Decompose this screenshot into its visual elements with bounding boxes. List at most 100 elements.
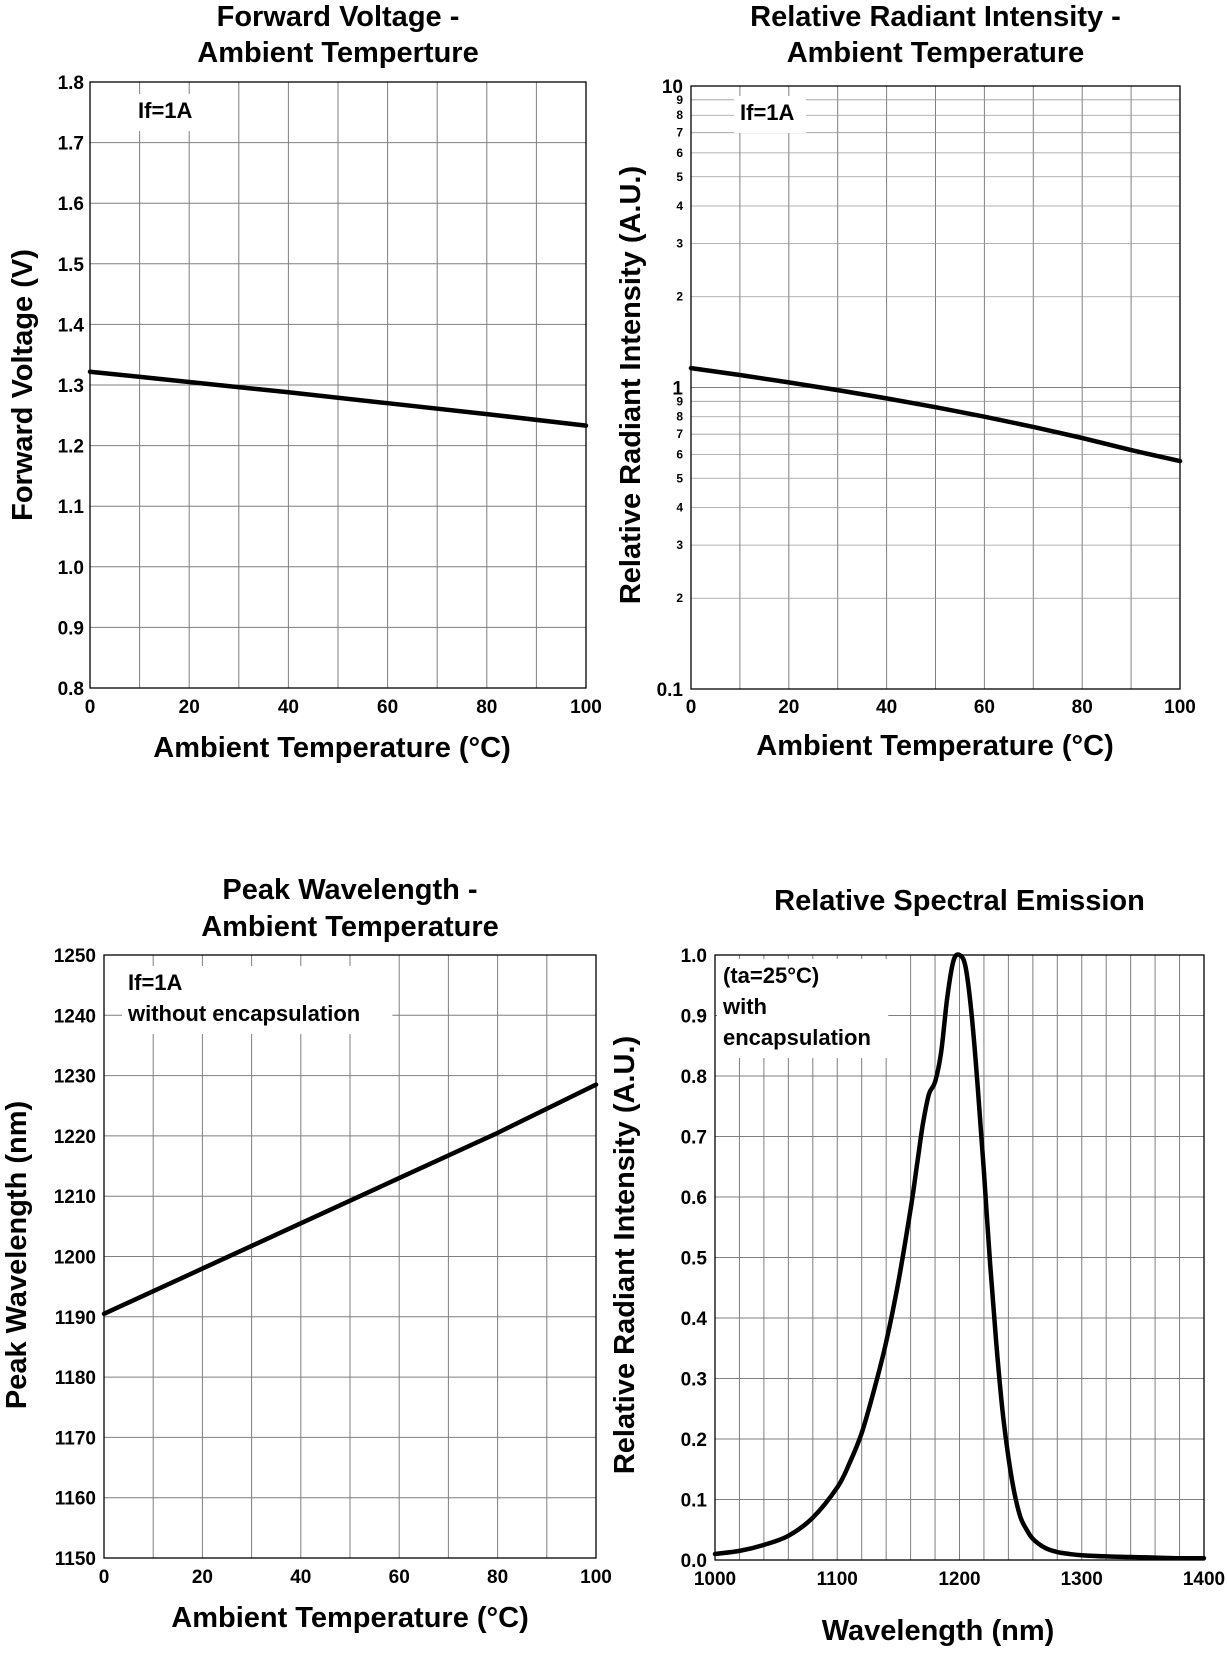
annotation-background bbox=[717, 959, 889, 1058]
y-tick-label: 0.7 bbox=[681, 1128, 707, 1149]
chart-relative-spectral-emission: Relative Spectral Emission 1000 1100 1200 13… bbox=[609, 885, 1225, 1647]
x-tick-label: 100 bbox=[580, 1567, 612, 1588]
x-axis-title: Ambient Temperature (°C) bbox=[756, 730, 1114, 762]
chart-title-line: Ambient Temperture bbox=[197, 37, 478, 69]
y-tick-label: 1.8 bbox=[58, 73, 84, 94]
y-tick-label: 1.7 bbox=[58, 134, 84, 155]
y-tick-label: 1170 bbox=[55, 1428, 96, 1449]
chart-relative-radiant-intensity: Relative Radiant Intensity - Ambient Temp… bbox=[615, 1, 1196, 762]
y-axis-title: Relative Radiant Intensity (A.U.) bbox=[609, 1036, 641, 1474]
y-minor-tick-label: 3 bbox=[676, 237, 683, 251]
y-tick-label: 1.6 bbox=[58, 194, 84, 215]
y-minor-tick-label: 2 bbox=[676, 591, 683, 605]
y-tick-label: 1 bbox=[672, 379, 683, 400]
y-tick-label: 0.8 bbox=[58, 679, 84, 700]
y-minor-tick-label: 9 bbox=[676, 93, 683, 107]
y-tick-label: 0.4 bbox=[681, 1309, 708, 1330]
x-tick-label: 40 bbox=[278, 697, 299, 718]
annotation-text: without encapsulation bbox=[127, 1001, 360, 1026]
x-tick-label: 100 bbox=[570, 697, 602, 718]
chart-title-line: Peak Wavelength - bbox=[222, 874, 477, 906]
plot-frame bbox=[690, 85, 1181, 690]
y-minor-tick-label: 7 bbox=[676, 427, 683, 441]
x-tick-label: 60 bbox=[974, 697, 995, 718]
y-minor-tick-label: 2 bbox=[676, 290, 683, 304]
y-tick-label: 0.1 bbox=[657, 680, 684, 701]
x-tick-label: 20 bbox=[778, 697, 799, 718]
y-tick-label: 0.6 bbox=[681, 1188, 707, 1209]
chart-title-line: Relative Spectral Emission bbox=[774, 885, 1145, 917]
annotation-background bbox=[122, 966, 393, 1034]
x-tick-label: 80 bbox=[476, 697, 497, 718]
annotation-background bbox=[734, 96, 806, 133]
y-tick-label: 1240 bbox=[54, 1006, 96, 1027]
y-tick-label: 1200 bbox=[54, 1248, 96, 1269]
series-line-0 bbox=[688, 365, 1183, 464]
y-minor-tick-label: 5 bbox=[676, 471, 683, 485]
chart-title-line: Relative Radiant Intensity - bbox=[750, 1, 1121, 33]
chart-title-line: Forward Voltage - bbox=[217, 1, 460, 33]
y-minor-tick-label: 7 bbox=[676, 126, 683, 140]
y-tick-label: 0.9 bbox=[681, 1007, 707, 1028]
y-tick-label: 1190 bbox=[55, 1308, 96, 1329]
y-axis-title: Relative Radiant Intensity (A.U.) bbox=[615, 166, 647, 604]
y-tick-label: 1230 bbox=[54, 1067, 96, 1088]
series-line-0 bbox=[712, 952, 1207, 1561]
y-tick-label: 1.0 bbox=[58, 558, 84, 579]
y-tick-label: 0.9 bbox=[58, 618, 84, 639]
series-line-0 bbox=[101, 1082, 599, 1317]
y-tick-label: 1220 bbox=[54, 1127, 96, 1148]
y-tick-label: 1.2 bbox=[58, 437, 84, 458]
y-minor-tick-label: 9 bbox=[676, 394, 683, 408]
x-tick-label: 20 bbox=[179, 697, 200, 718]
x-tick-label: 1100 bbox=[817, 1569, 858, 1590]
chart-peak-wavelength: Peak Wavelength - Ambient Temperature 0 20 4… bbox=[1, 874, 612, 1634]
x-tick-label: 0 bbox=[85, 697, 96, 718]
y-minor-tick-label: 5 bbox=[676, 170, 683, 184]
annotation-text: with bbox=[722, 994, 767, 1019]
x-tick-label: 60 bbox=[377, 697, 398, 718]
y-tick-label: 0.2 bbox=[681, 1430, 707, 1451]
annotation-text: If=1A bbox=[128, 970, 183, 995]
plot-frame bbox=[103, 954, 597, 1559]
x-axis-title: Ambient Temperature (°C) bbox=[153, 732, 511, 764]
y-tick-label: 1.3 bbox=[58, 376, 84, 397]
plot-frame bbox=[89, 81, 587, 689]
y-minor-tick-label: 3 bbox=[676, 538, 683, 552]
x-tick-label: 0 bbox=[99, 1567, 110, 1588]
y-minor-tick-label: 6 bbox=[676, 146, 683, 160]
y-tick-label: 1210 bbox=[54, 1187, 96, 1208]
y-tick-label: 10 bbox=[662, 77, 683, 98]
y-tick-label: 1160 bbox=[55, 1489, 96, 1510]
y-tick-label: 0.5 bbox=[681, 1249, 708, 1270]
x-tick-label: 40 bbox=[290, 1567, 311, 1588]
y-minor-tick-label: 8 bbox=[676, 108, 683, 122]
y-axis-title: Peak Wavelength (nm) bbox=[1, 1101, 33, 1409]
y-tick-label: 0.1 bbox=[681, 1491, 708, 1512]
y-tick-label: 0.0 bbox=[681, 1551, 707, 1572]
y-minor-tick-label: 8 bbox=[676, 410, 683, 424]
annotation-text: (ta=25°C) bbox=[723, 963, 819, 988]
y-axis-title: Forward Voltage (V) bbox=[7, 249, 39, 521]
y-tick-label: 1.1 bbox=[58, 497, 85, 518]
annotation-text: encapsulation bbox=[723, 1025, 871, 1050]
x-axis-title: Ambient Temperature (°C) bbox=[171, 1602, 529, 1634]
y-tick-label: 1180 bbox=[55, 1368, 96, 1389]
series-line-0 bbox=[87, 369, 589, 428]
x-tick-label: 100 bbox=[1164, 697, 1196, 718]
annotation-text: If=1A bbox=[740, 100, 795, 125]
y-tick-label: 1150 bbox=[55, 1549, 96, 1570]
x-tick-label: 1300 bbox=[1061, 1569, 1103, 1590]
y-tick-label: 1250 bbox=[54, 946, 96, 967]
x-tick-label: 80 bbox=[1072, 697, 1093, 718]
x-axis-title: Wavelength (nm) bbox=[822, 1615, 1055, 1647]
y-tick-label: 1.0 bbox=[681, 946, 707, 967]
y-tick-label: 1.4 bbox=[58, 315, 85, 336]
x-tick-label: 40 bbox=[876, 697, 897, 718]
x-tick-label: 60 bbox=[389, 1567, 410, 1588]
y-tick-label: 1.5 bbox=[58, 255, 85, 276]
y-minor-tick-label: 4 bbox=[676, 500, 683, 514]
x-tick-label: 1400 bbox=[1183, 1569, 1225, 1590]
chart-title-line: Ambient Temperature bbox=[201, 911, 499, 943]
